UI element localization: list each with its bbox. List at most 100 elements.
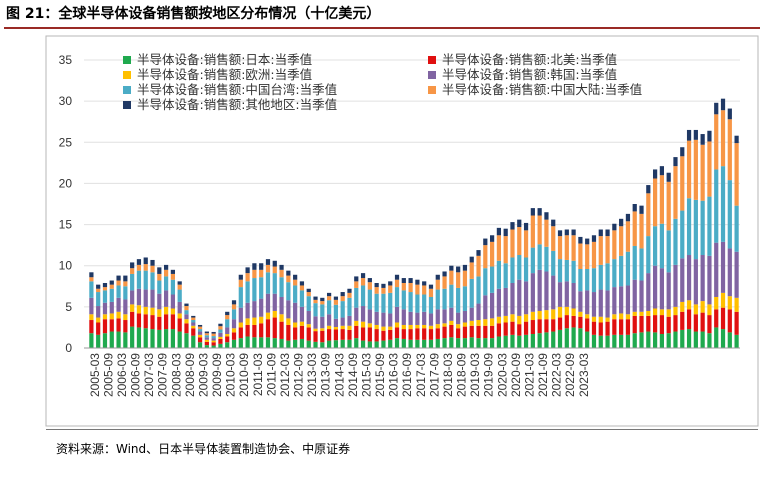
x-tick-label: 2014-09 <box>346 353 360 397</box>
bar-segment <box>551 331 556 348</box>
bar-segment <box>537 244 542 270</box>
bar-segment <box>136 259 142 265</box>
bar-segment <box>591 268 597 293</box>
bar-segment <box>408 339 413 348</box>
bar-segment <box>163 314 169 330</box>
bar-segment <box>218 326 223 330</box>
bar-segment <box>530 215 535 248</box>
bar-segment <box>293 302 298 323</box>
bar-segment <box>313 316 318 329</box>
bar-segment <box>639 315 644 333</box>
bar-segment <box>170 279 176 295</box>
bar-segment <box>299 321 305 326</box>
bar-segment <box>109 280 114 285</box>
bar-segment <box>163 269 169 277</box>
bar-segment <box>591 321 597 335</box>
bar-segment <box>225 336 230 343</box>
bar-segment <box>659 166 665 176</box>
bar-segment <box>279 321 284 339</box>
bar-segment <box>449 324 454 338</box>
bar-segment <box>483 325 488 339</box>
bar-segment <box>564 235 569 260</box>
bar-segment <box>184 319 189 324</box>
bar-segment <box>476 303 481 321</box>
x-tick-label: 2021-03 <box>522 353 536 397</box>
bar-segment <box>422 324 427 329</box>
bar-segment <box>123 299 128 315</box>
bar-segment <box>646 185 651 194</box>
bar-segment <box>225 315 230 320</box>
bar-segment <box>211 338 216 341</box>
bar-segment <box>496 288 502 317</box>
bar-segment <box>449 270 454 285</box>
bar-segment <box>265 259 271 265</box>
bar-segment <box>374 287 379 294</box>
bar-segment <box>102 287 108 291</box>
bar-segment <box>666 172 671 182</box>
bar-segment <box>503 335 508 348</box>
bar-segment <box>367 289 372 310</box>
bar-segment <box>340 329 345 340</box>
bar-segment <box>659 223 665 269</box>
bar-segment <box>489 241 495 267</box>
bar-segment <box>394 322 400 328</box>
bar-segment <box>299 325 305 339</box>
bar-segment <box>347 325 352 330</box>
bar-segment <box>218 332 223 337</box>
bar-segment <box>707 130 712 142</box>
bar-segment <box>360 321 366 328</box>
bar-segment <box>245 318 250 325</box>
bar-segment <box>598 322 603 336</box>
bar-segment <box>150 272 155 290</box>
bar-segment <box>591 235 597 242</box>
bar-segment <box>231 309 237 320</box>
bar-segment <box>564 281 569 307</box>
bar-segment <box>225 334 230 337</box>
bar-segment <box>136 313 142 328</box>
bar-segment <box>544 271 549 311</box>
bar-segment <box>530 320 535 335</box>
bar-segment <box>714 327 719 348</box>
bar-segment <box>286 282 291 301</box>
bar-segment <box>347 288 352 293</box>
bar-segment <box>333 327 339 330</box>
bar-segment <box>102 302 108 315</box>
bar-segment <box>632 333 637 348</box>
bar-segment <box>136 288 142 306</box>
bar-segment <box>469 325 474 338</box>
bar-segment <box>374 311 379 325</box>
bar-segment <box>388 281 393 286</box>
bar-segment <box>659 334 665 348</box>
bar-segment <box>720 241 726 293</box>
x-tick-label: 2016-03 <box>387 353 401 397</box>
bar-segment <box>252 301 257 318</box>
bar-segment <box>279 269 284 278</box>
bar-segment <box>673 218 678 265</box>
legend-label: 半导体设备:销售额:韩国:当季值 <box>442 67 617 82</box>
bar-segment <box>218 338 223 344</box>
bar-segment <box>435 324 440 329</box>
bar-segment <box>469 307 474 321</box>
bar-segment <box>415 328 420 340</box>
bar-segment <box>367 282 372 290</box>
x-tick-label: 2015-03 <box>359 353 373 397</box>
bar-segment <box>469 278 474 308</box>
bar-segment <box>469 337 474 348</box>
bar-segment <box>578 243 583 270</box>
bar-segment <box>537 319 542 334</box>
bar-segment <box>476 325 481 339</box>
bar-segment <box>605 335 610 348</box>
bar-segment <box>652 265 658 309</box>
bar-segment <box>727 309 732 333</box>
bar-segment <box>598 335 603 348</box>
bar-segment <box>585 269 590 291</box>
bar-segment <box>401 278 406 283</box>
bar-segment <box>591 316 597 322</box>
bar-segment <box>530 311 535 321</box>
bar-segment <box>489 235 495 242</box>
bar-segment <box>367 341 372 348</box>
legend-swatch <box>123 56 131 64</box>
x-tick-label: 2009-09 <box>210 353 224 397</box>
bar-segment <box>354 325 359 339</box>
bar-segment <box>191 315 196 318</box>
